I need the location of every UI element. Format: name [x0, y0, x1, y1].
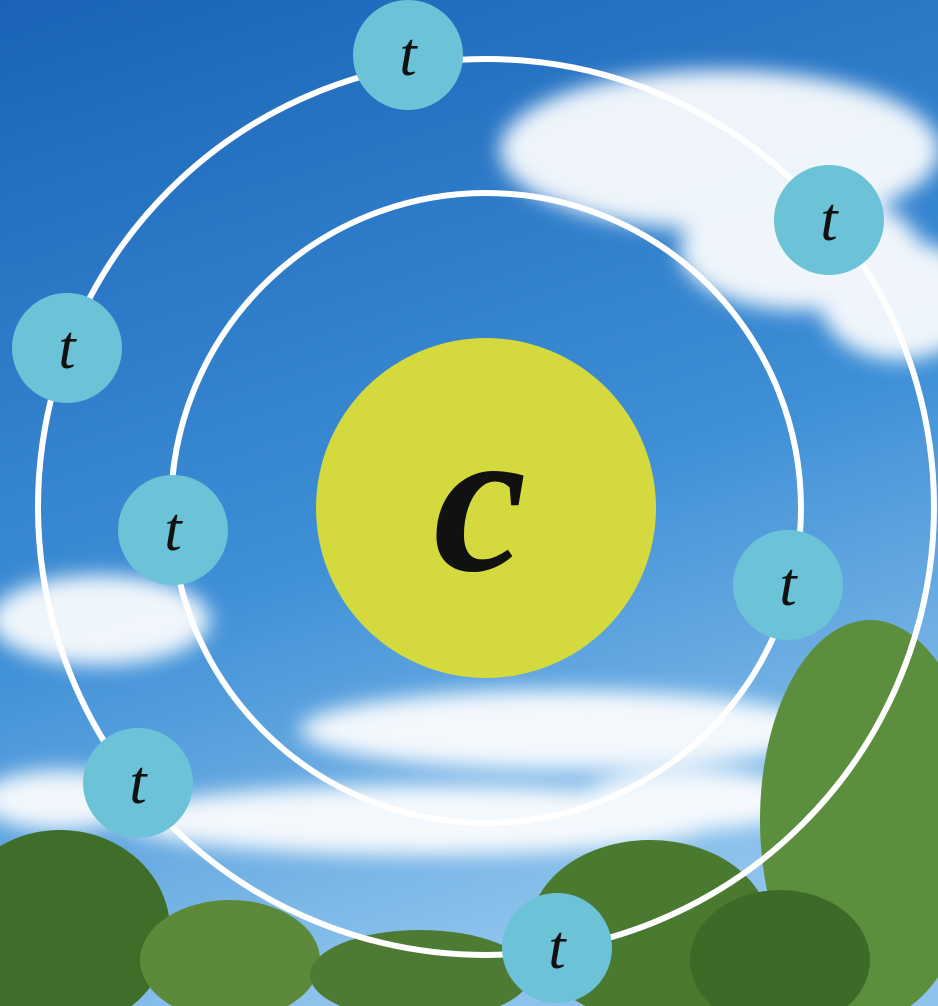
electron-label: t [779, 551, 798, 619]
nucleus-label: c [433, 384, 526, 616]
electron-label: t [164, 496, 183, 564]
electron-label: t [820, 186, 839, 254]
electron-label: t [548, 914, 567, 982]
electron-label: t [399, 21, 418, 89]
atom-diagram: c t t t t t t t t [0, 0, 938, 1006]
electron-label: t [129, 749, 148, 817]
electron-label: t [58, 314, 77, 382]
